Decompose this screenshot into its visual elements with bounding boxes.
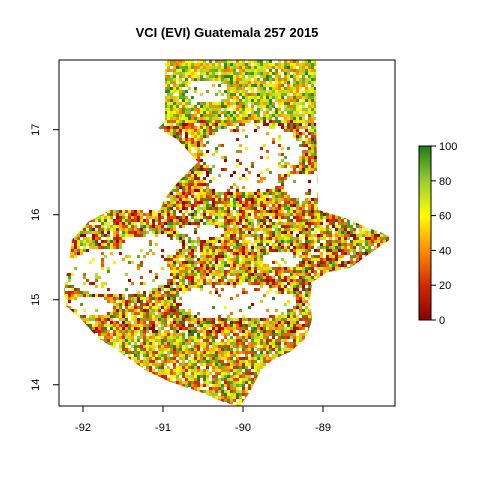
x-tick-label: -92 — [75, 422, 91, 434]
legend-tick-label: 20 — [439, 280, 451, 292]
y-axis: 14 15 16 17 — [30, 124, 59, 391]
color-legend: 0 20 40 60 80 100 — [418, 141, 457, 327]
y-tick-label: 15 — [30, 294, 42, 306]
x-tick-label: -91 — [155, 422, 171, 434]
x-tick-label: -89 — [315, 422, 331, 434]
legend-tick-label: 60 — [439, 211, 451, 223]
legend-colorbar — [418, 145, 432, 321]
legend-tick-label: 40 — [439, 245, 451, 257]
map-title: VCI (EVI) Guatemala 257 2015 — [136, 25, 319, 40]
x-axis: -92 -91 -90 -89 — [75, 406, 331, 434]
y-tick-label: 14 — [30, 379, 42, 391]
legend-tick-label: 100 — [439, 141, 457, 153]
legend-tick-label: 0 — [439, 315, 445, 327]
map-panel — [64, 60, 392, 406]
legend-tick-label: 80 — [439, 176, 451, 188]
plot-frame — [58, 59, 396, 407]
x-tick-label: -90 — [235, 422, 251, 434]
vci-raster — [64, 60, 392, 406]
y-tick-label: 17 — [30, 124, 42, 136]
y-tick-label: 16 — [30, 209, 42, 221]
